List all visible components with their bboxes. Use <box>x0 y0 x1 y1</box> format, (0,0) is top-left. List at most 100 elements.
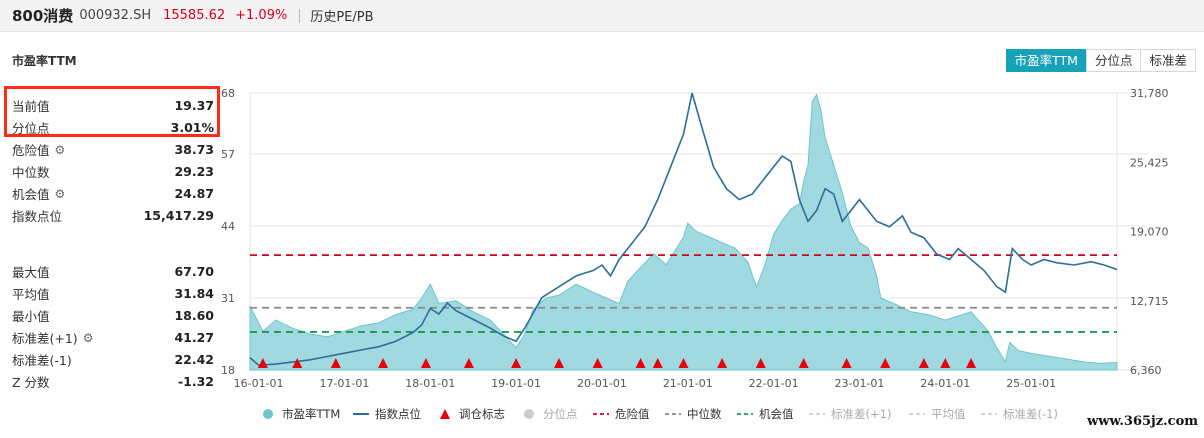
stat-label: 平均值 <box>12 287 50 302</box>
stat-value: 18.60 <box>174 308 214 323</box>
index-price: 15585.62 <box>163 8 226 23</box>
x-axis-tick: 21-01-01 <box>663 377 713 390</box>
rebalance-marker <box>918 358 929 368</box>
legend-label: 危险值 <box>615 407 650 421</box>
rebalance-marker <box>257 358 268 368</box>
right-axis-tick: 12,715 <box>1130 295 1169 308</box>
panel-title: 市盈率TTM <box>12 54 77 68</box>
stat-label: 当前值 <box>12 99 50 114</box>
metric-tabs: 市盈率TTM 分位点 标准差 <box>1005 49 1196 72</box>
legend-label: 平均值 <box>931 407 966 421</box>
rebalance-marker <box>554 358 565 368</box>
stat-value: 41.27 <box>174 330 214 345</box>
divider <box>299 8 301 23</box>
rebalance-marker <box>717 358 728 368</box>
stat-label: 危险值 <box>12 143 50 158</box>
x-axis-tick: 22-01-01 <box>749 377 799 390</box>
stat-value: 29.23 <box>174 164 214 179</box>
x-axis-tick: 19-01-01 <box>491 377 541 390</box>
highlight-box <box>4 86 220 137</box>
legend-symbol <box>524 409 534 419</box>
legend-label: 标准差(+1) <box>831 407 891 421</box>
right-axis-tick: 25,425 <box>1130 156 1169 169</box>
tab-percentile[interactable]: 分位点 <box>1085 49 1142 72</box>
stat-value: 31.84 <box>174 286 214 301</box>
x-axis-tick: 18-01-01 <box>405 377 455 390</box>
legend-label: 调仓标志 <box>459 407 505 421</box>
right-axis-tick: 6,360 <box>1130 364 1162 377</box>
stat-label: 机会值 <box>12 187 50 202</box>
rebalance-marker <box>292 358 303 368</box>
x-axis-tick: 16-01-01 <box>234 377 284 390</box>
rebalance-marker <box>378 358 389 368</box>
stat-current-value: 当前值 19.37 <box>12 95 214 116</box>
gear-icon[interactable]: ⚙ <box>82 330 94 345</box>
stat-index-points: 指数点位 15,417.29 <box>12 205 214 226</box>
index-code: 000932.SH <box>79 8 152 23</box>
rebalance-marker <box>966 358 977 368</box>
header-bar: 800消费 000932.SH 15585.62 +1.09% 历史PE/PB <box>0 0 1204 32</box>
rebalance-marker <box>940 358 951 368</box>
rebalance-marker <box>678 358 689 368</box>
x-axis-tick: 17-01-01 <box>319 377 369 390</box>
history-pe-pb-link[interactable]: 历史PE/PB <box>310 10 374 25</box>
rebalance-marker <box>420 358 431 368</box>
stat-label: 中位数 <box>12 165 50 180</box>
stat-label: 标准差(-1) <box>12 353 72 368</box>
stat-label: Z 分数 <box>12 375 50 390</box>
stat-label: 最大值 <box>12 265 50 280</box>
legend-label: 市盈率TTM <box>282 407 340 421</box>
stat-std-plus1: 标准差(+1) ⚙ 41.27 <box>12 327 214 348</box>
rebalance-marker <box>841 358 852 368</box>
watermark: www.365jz.com <box>1087 414 1198 429</box>
stat-value: 19.37 <box>174 98 214 113</box>
rebalance-marker <box>592 358 603 368</box>
legend-label: 分位点 <box>543 407 578 421</box>
left-axis-tick: 44 <box>221 220 235 233</box>
left-axis-tick: 68 <box>221 87 235 100</box>
tab-std-dev[interactable]: 标准差 <box>1140 49 1196 72</box>
stat-danger-value: 危险值 ⚙ 38.73 <box>12 139 214 160</box>
stat-max: 最大值 67.70 <box>12 261 214 282</box>
stat-value: 38.73 <box>174 142 214 157</box>
rebalance-marker <box>880 358 891 368</box>
legend-symbol <box>440 409 450 419</box>
stat-value: -1.32 <box>177 374 214 389</box>
left-axis-tick: 18 <box>221 364 235 377</box>
legend-label: 机会值 <box>759 407 794 421</box>
stat-value: 67.70 <box>174 264 214 279</box>
gear-icon[interactable]: ⚙ <box>54 142 66 157</box>
x-axis-tick: 24-01-01 <box>920 377 970 390</box>
tab-pe-ttm[interactable]: 市盈率TTM <box>1005 49 1087 72</box>
index-name: 800消费 <box>12 7 74 25</box>
x-axis-tick: 20-01-01 <box>577 377 627 390</box>
stat-label: 分位点 <box>12 121 50 136</box>
stat-value: 24.87 <box>174 186 214 201</box>
stat-std-minus1: 标准差(-1) 22.42 <box>12 349 214 370</box>
stat-opportunity-value: 机会值 ⚙ 24.87 <box>12 183 214 204</box>
rebalance-marker <box>330 358 341 368</box>
gear-icon[interactable]: ⚙ <box>54 186 66 201</box>
stat-label: 标准差(+1) <box>12 331 78 346</box>
stat-value: 15,417.29 <box>143 208 214 223</box>
stat-median: 中位数 29.23 <box>12 161 214 182</box>
rebalance-marker <box>652 358 663 368</box>
legend-label: 指数点位 <box>375 407 421 421</box>
left-axis-tick: 31 <box>221 292 235 305</box>
rebalance-marker <box>798 358 809 368</box>
left-axis-tick: 57 <box>221 148 235 161</box>
legend-label: 标准差(-1) <box>1003 407 1058 421</box>
stat-z-score: Z 分数 -1.32 <box>12 371 214 392</box>
stat-percentile: 分位点 3.01% <box>12 117 214 138</box>
rebalance-marker <box>755 358 766 368</box>
stat-value: 22.42 <box>174 352 214 367</box>
x-axis-tick: 23-01-01 <box>835 377 885 390</box>
stat-label: 最小值 <box>12 309 50 324</box>
index-points-line <box>249 92 1118 367</box>
rebalance-marker <box>635 358 646 368</box>
rebalance-marker <box>463 358 474 368</box>
stat-label: 指数点位 <box>12 209 63 224</box>
right-axis-tick: 19,070 <box>1130 226 1169 239</box>
legend-label: 中位数 <box>687 407 722 421</box>
pe-ttm-area <box>249 93 1118 371</box>
